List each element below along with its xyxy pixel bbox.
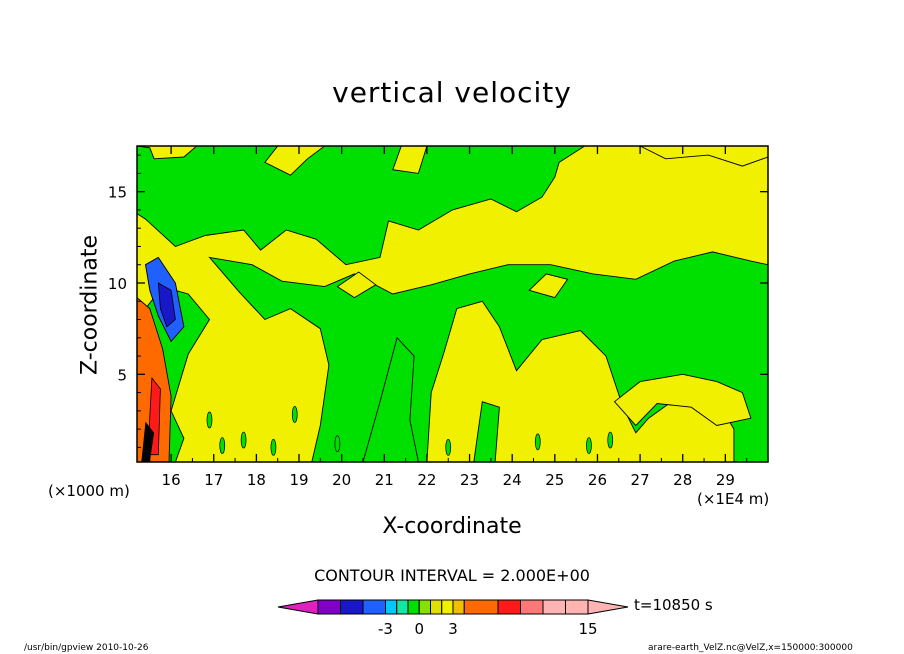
colorbar-swatch xyxy=(385,599,398,615)
x-tick-label: 20 xyxy=(332,471,351,489)
time-label: t=10850 s xyxy=(634,596,713,614)
colorbar-swatch xyxy=(497,599,521,615)
y-axis-label: Z-coordinate xyxy=(77,235,103,375)
footer-left: /usr/bin/gpview 2010-10-26 xyxy=(24,643,149,653)
z-unit-label: (×1000 m) xyxy=(48,482,130,500)
colorbar-swatch xyxy=(441,599,454,615)
colorbar-swatch xyxy=(317,599,341,615)
y-tick-label: 5 xyxy=(117,366,127,384)
field-region xyxy=(613,373,752,427)
colorbar-tick-label: -3 xyxy=(378,620,393,638)
downdraft-core xyxy=(157,282,176,328)
colorbar-swatch xyxy=(396,599,409,615)
x-tick-label: 22 xyxy=(417,471,436,489)
field-speckle xyxy=(607,431,614,449)
field-speckle xyxy=(291,406,298,423)
x-tick-label: 23 xyxy=(460,471,479,489)
colorbar-swatch xyxy=(430,599,443,615)
x-tick-label: 17 xyxy=(204,471,223,489)
contour-interval-label: CONTOUR INTERVAL = 2.000E+00 xyxy=(314,566,590,585)
x-tick-label: 29 xyxy=(716,471,735,489)
colorbar-swatch xyxy=(418,599,431,615)
plot-frame xyxy=(136,145,769,463)
field-region xyxy=(336,271,377,299)
field-region xyxy=(639,146,768,167)
colorbar-swatch xyxy=(565,599,589,615)
x-tick-label: 27 xyxy=(631,471,650,489)
field-region xyxy=(528,273,569,299)
chart-title: vertical velocity xyxy=(332,76,572,109)
updraft-contour-cluster xyxy=(141,421,155,462)
field-speckle xyxy=(240,431,247,449)
colorbar-tick-label: 0 xyxy=(414,620,424,638)
colorbar-swatch xyxy=(463,599,499,615)
field-region xyxy=(473,401,500,462)
field-speckle xyxy=(206,411,213,429)
colorbar-swatch xyxy=(340,599,364,615)
x-tick-label: 24 xyxy=(503,471,522,489)
x-tick-label: 18 xyxy=(247,471,266,489)
colorbar-arrow-low xyxy=(277,599,319,615)
colorbar-tick-label: 3 xyxy=(448,620,458,638)
field-speckle xyxy=(219,437,226,454)
x-tick-label: 19 xyxy=(289,471,308,489)
colorbar-tick-label: 15 xyxy=(578,620,597,638)
colorbar-arrow-high xyxy=(587,599,629,615)
x-tick-label: 16 xyxy=(162,471,181,489)
x-unit-label: (×1E4 m) xyxy=(697,490,770,508)
y-tick-label: 15 xyxy=(108,184,127,202)
colorbar-swatch xyxy=(452,599,465,615)
field-speckle xyxy=(586,437,592,454)
footer-right: arare-earth_VelZ.nc@VelZ,x=150000:300000 xyxy=(648,643,853,653)
x-axis-label: X-coordinate xyxy=(382,514,522,539)
x-tick-label: 25 xyxy=(545,471,564,489)
colorbar-swatch xyxy=(542,599,566,615)
colorbar-swatch xyxy=(407,599,420,615)
field-speckle xyxy=(445,439,452,456)
x-tick-label: 26 xyxy=(588,471,607,489)
field-speckle xyxy=(270,439,277,456)
x-tick-label: 28 xyxy=(673,471,692,489)
colorbar-swatch xyxy=(362,599,386,615)
updraft-core xyxy=(137,297,172,462)
field-region xyxy=(137,146,586,266)
field-region xyxy=(362,336,419,462)
field-speckle xyxy=(534,433,541,451)
field-speckle xyxy=(334,435,341,453)
x-tick-label: 21 xyxy=(375,471,394,489)
y-tick-label: 10 xyxy=(108,275,127,293)
colorbar-swatch xyxy=(520,599,544,615)
